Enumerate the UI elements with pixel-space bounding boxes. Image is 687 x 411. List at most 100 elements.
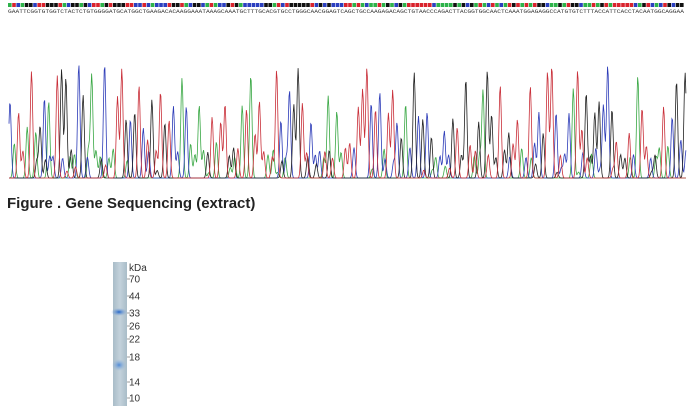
base-block <box>444 3 449 7</box>
marker-label: 26 <box>129 322 141 333</box>
base-block <box>621 3 625 7</box>
marker-label: 14 <box>129 378 141 389</box>
base-call-bar <box>8 3 684 7</box>
base-block <box>100 3 104 7</box>
base-block <box>369 3 373 7</box>
base-block <box>520 3 524 7</box>
base-block <box>318 3 323 7</box>
base-block <box>218 3 222 7</box>
base-block <box>159 3 163 7</box>
base-block <box>83 3 88 7</box>
base-block <box>41 3 46 7</box>
gel-lane <box>113 262 127 406</box>
base-block <box>142 3 146 7</box>
base-block <box>247 3 251 7</box>
base-block <box>66 3 71 7</box>
base-block <box>348 3 352 7</box>
base-block <box>373 3 377 7</box>
base-block <box>402 3 407 7</box>
base-block <box>79 3 83 7</box>
base-block <box>381 3 386 7</box>
base-block <box>125 3 130 7</box>
base-block <box>306 3 310 7</box>
base-block <box>600 3 604 7</box>
base-block <box>612 3 617 7</box>
base-block <box>260 3 264 7</box>
base-block <box>209 3 214 7</box>
base-block <box>176 3 180 7</box>
base-block <box>667 3 671 7</box>
marker-label: 10 <box>129 394 141 405</box>
base-block <box>558 3 562 7</box>
base-block <box>129 3 134 7</box>
base-block <box>339 3 344 7</box>
gel-markers: 70 44 33 26 22 18 14 10 <box>127 275 141 405</box>
base-block <box>167 3 172 7</box>
base-block <box>386 3 390 7</box>
base-block <box>62 3 67 7</box>
gel-band <box>112 359 126 371</box>
base-block <box>507 3 512 7</box>
base-block <box>117 3 121 7</box>
base-block <box>251 3 256 7</box>
base-block <box>276 3 281 7</box>
base-block <box>310 3 314 7</box>
base-block <box>491 3 495 7</box>
base-block <box>671 3 676 7</box>
base-block <box>197 3 201 7</box>
base-block <box>470 3 474 7</box>
base-block <box>495 3 499 7</box>
base-block <box>113 3 117 7</box>
base-block <box>428 3 432 7</box>
base-block <box>356 3 361 7</box>
base-block <box>650 3 655 7</box>
base-block <box>121 3 125 7</box>
base-block <box>234 3 239 7</box>
base-block <box>8 3 12 7</box>
base-block <box>659 3 663 7</box>
base-block <box>604 3 608 7</box>
trace <box>9 68 686 179</box>
base-block <box>264 3 268 7</box>
base-block <box>285 3 289 7</box>
base-block <box>579 3 583 7</box>
base-block <box>20 3 25 7</box>
base-block <box>138 3 142 7</box>
base-block <box>331 3 335 7</box>
base-block <box>243 3 247 7</box>
base-block <box>12 3 16 7</box>
base-block <box>486 3 491 7</box>
base-block <box>134 3 138 7</box>
base-block <box>71 3 75 7</box>
base-block <box>638 3 642 7</box>
base-block <box>629 3 634 7</box>
base-block <box>377 3 382 7</box>
base-block <box>617 3 621 7</box>
base-block <box>575 3 579 7</box>
base-block <box>327 3 331 7</box>
base-block <box>549 3 554 7</box>
base-block <box>398 3 403 7</box>
base-block <box>453 3 457 7</box>
base-block <box>37 3 41 7</box>
base-block <box>54 3 58 7</box>
base-block <box>272 3 277 7</box>
marker-label: 33 <box>129 309 141 320</box>
base-block <box>33 3 37 7</box>
base-block <box>150 3 155 7</box>
base-block <box>457 3 461 7</box>
base-block <box>533 3 537 7</box>
base-block <box>302 3 306 7</box>
base-block <box>184 3 188 7</box>
base-block <box>411 3 415 7</box>
base-block <box>436 3 440 7</box>
base-block <box>516 3 520 7</box>
gel-unit: kDa <box>129 263 147 274</box>
base-block <box>646 3 650 7</box>
base-block <box>45 3 50 7</box>
base-block <box>625 3 629 7</box>
base-block <box>633 3 638 7</box>
base-block <box>512 3 516 7</box>
marker-label: 70 <box>129 275 141 286</box>
